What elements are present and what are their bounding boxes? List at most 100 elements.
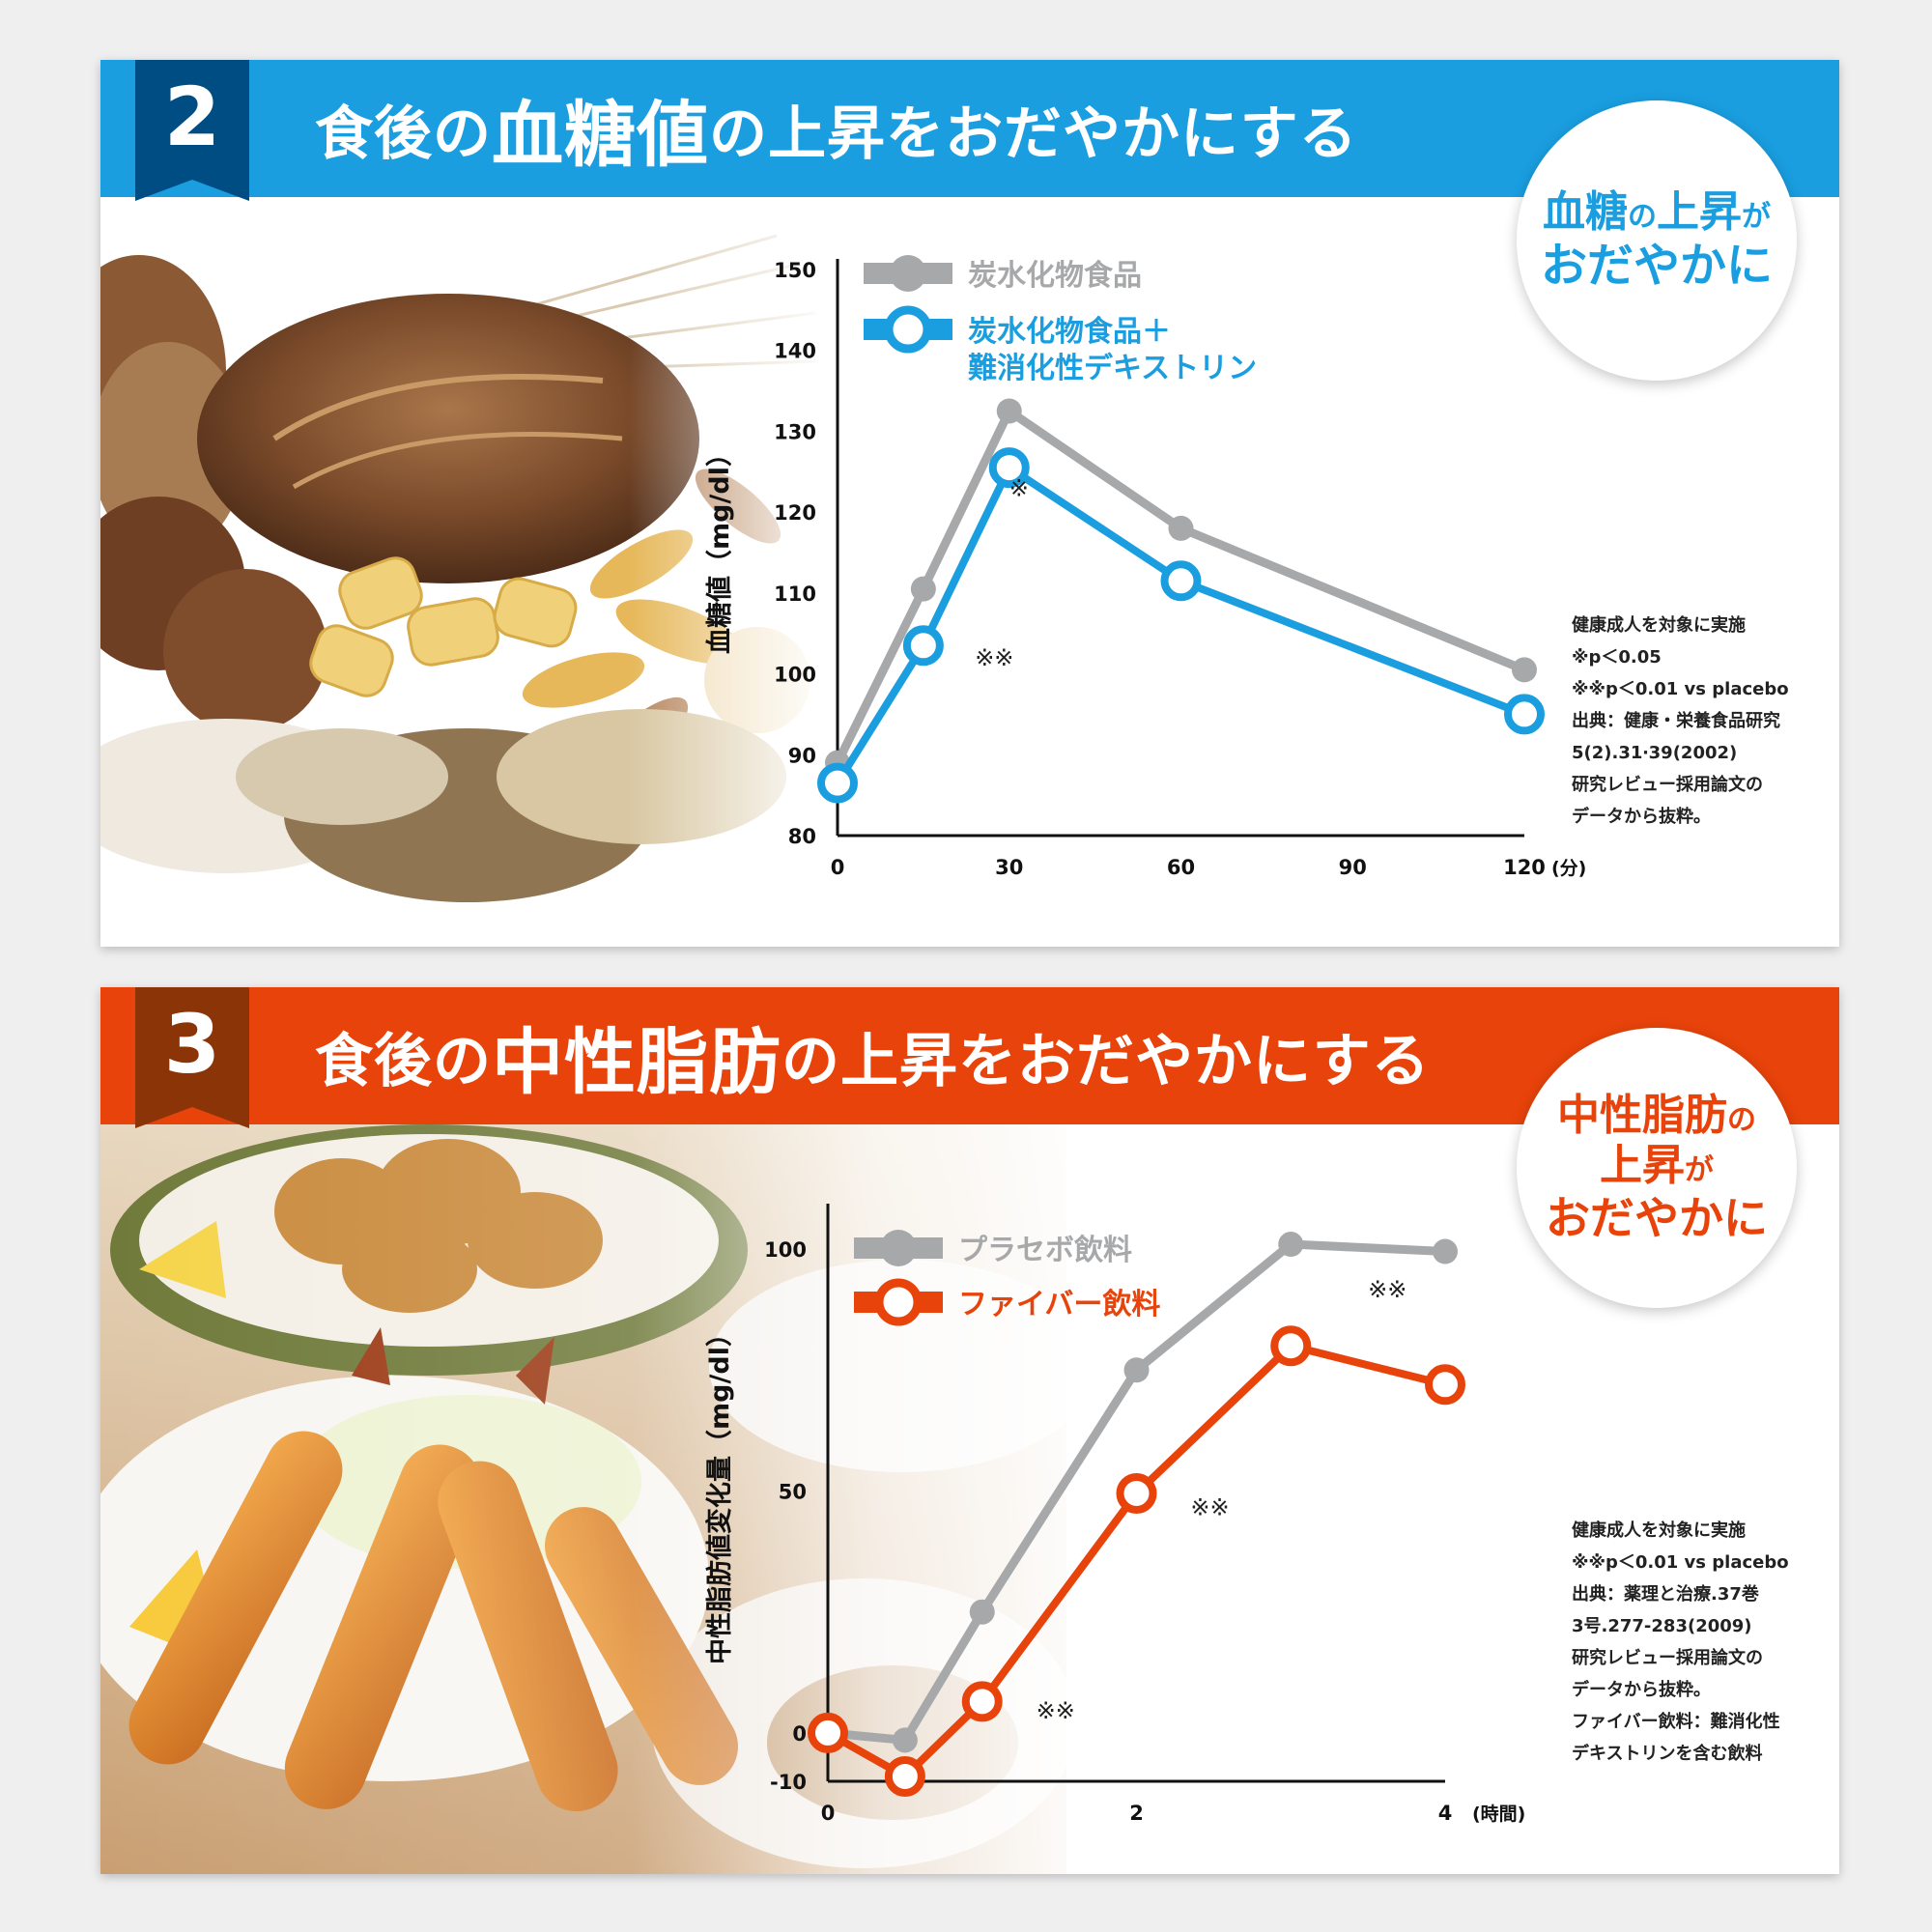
study-notes: 健康成人を対象に実施 ※※p＜0.01 vs placebo 出典：薬理と治療.… (1572, 1515, 1789, 1770)
section-number-badge: 3 (135, 987, 249, 1128)
data-point (1168, 515, 1194, 541)
note-line: 研究レビュー採用論文の (1572, 775, 1763, 795)
triglyceride-panel: -10 0 50 100 0 2 4 (時間) 中性脂肪値変化量（mg/dl） プラセボ飲料 ファイ… (100, 987, 1839, 1874)
summary-line-2: おだやかに (1540, 238, 1773, 293)
series-line (827, 1239, 1446, 1745)
y-tick-label: 100 (774, 664, 816, 687)
data-point (1433, 1238, 1458, 1264)
study-notes: 健康成人を対象に実施 ※p＜0.05 ※※p＜0.01 vs placebo 出… (1572, 610, 1789, 833)
summary-line-1: 血糖の上昇が (1543, 186, 1771, 237)
blood-sugar-panel: 80 90 100 110 120 130 140 150 0 30 60 90 120 (分) 血糖値（m… (100, 60, 1839, 947)
note-line: 健康成人を対象に実施 (1572, 1520, 1746, 1541)
note-line: ※p＜0.05 (1572, 647, 1662, 668)
y-tick-label: 110 (774, 582, 816, 606)
significance-mark: ※※ (1190, 1494, 1229, 1521)
x-tick-label: 120 (1503, 856, 1546, 879)
note-line: 研究レビュー採用論文の (1572, 1648, 1763, 1668)
data-point (1123, 1357, 1150, 1383)
legend-marker (890, 255, 926, 292)
data-point (1270, 1325, 1312, 1367)
section-number-badge: 2 (135, 60, 249, 201)
title-highlight: 血糖値 (492, 93, 709, 177)
section-number: 2 (163, 70, 221, 164)
note-line: 5(2).31‧39(2002) (1572, 743, 1738, 763)
summary-line-3: おだやかに (1546, 1192, 1768, 1245)
summary-line-2: 上昇が (1600, 1141, 1714, 1191)
legend-marker (874, 1278, 923, 1326)
title-prefix: 食後の (315, 99, 492, 168)
x-tick-label: 60 (1167, 856, 1195, 879)
title-prefix: 食後の (315, 1027, 492, 1095)
significance-mark: ※※ (975, 644, 1013, 671)
legend-marker (880, 1230, 917, 1266)
data-point (892, 1727, 918, 1753)
legend-label: プラセボ飲料 (958, 1234, 1132, 1267)
note-line: 健康成人を対象に実施 (1572, 615, 1746, 636)
note-line: ファイバー飲料：難消化性 (1572, 1712, 1780, 1732)
y-tick-label: 130 (774, 420, 816, 443)
y-tick-label: 90 (788, 744, 816, 767)
data-point (910, 576, 936, 602)
data-point (1512, 657, 1537, 683)
triglyceride-chart: -10 0 50 100 0 2 4 (時間) 中性脂肪値変化量（mg/dl） プラセボ飲料ファイ… (704, 1204, 1525, 1825)
data-point (817, 762, 858, 804)
note-line: 出典：薬理と治療.37巻 (1572, 1584, 1759, 1605)
x-tick-label: 0 (821, 1802, 836, 1825)
y-tick-label: -10 (770, 1771, 807, 1794)
data-point (884, 1755, 925, 1797)
data-point (988, 447, 1030, 489)
y-tick-label: 120 (774, 501, 816, 525)
title-suffix: の上昇をおだやかにする (781, 1027, 1431, 1095)
y-axis-label: 中性脂肪値変化量（mg/dl） (704, 1321, 735, 1664)
data-point (808, 1712, 848, 1753)
legend-marker (884, 305, 932, 354)
data-point (1425, 1364, 1465, 1406)
summary-circle: 血糖の上昇が おだやかに (1517, 100, 1797, 381)
banner-title: 食後の 血糖値 の上昇をおだやかにする (315, 60, 1358, 197)
summary-line-1: 中性脂肪の (1557, 1090, 1756, 1140)
data-point (902, 625, 944, 667)
data-point (1504, 694, 1545, 735)
note-line: デキストリンを含む飲料 (1572, 1744, 1763, 1764)
note-line: ※※p＜0.01 vs placebo (1572, 1552, 1789, 1573)
note-line: ※※p＜0.01 vs placebo (1572, 679, 1789, 699)
data-point (1160, 560, 1202, 602)
banner-title: 食後の 中性脂肪 の上昇をおだやかにする (315, 987, 1431, 1124)
x-unit-label: (分) (1551, 858, 1586, 879)
x-tick-label: 0 (831, 856, 845, 879)
x-tick-label: 30 (995, 856, 1023, 879)
legend-label: 炭水化物食品＋ (968, 315, 1171, 349)
significance-mark: ※ (1009, 474, 1029, 501)
x-unit-label: (時間) (1472, 1804, 1525, 1825)
data-point (1116, 1472, 1157, 1514)
y-tick-label: 0 (792, 1722, 807, 1746)
data-point (1278, 1232, 1304, 1258)
section-number: 3 (163, 997, 221, 1092)
data-point (961, 1681, 1003, 1722)
x-tick-label: 4 (1438, 1802, 1453, 1825)
title-suffix: の上昇をおだやかにする (709, 99, 1358, 168)
y-tick-label: 50 (779, 1480, 807, 1503)
y-tick-label: 100 (764, 1238, 807, 1262)
y-tick-label: 140 (774, 340, 816, 363)
y-tick-label: 150 (774, 259, 816, 282)
carbohydrate-food-image (100, 197, 835, 947)
legend-label: ファイバー飲料 (958, 1288, 1160, 1321)
summary-circle: 中性脂肪の 上昇が おだやかに (1517, 1028, 1797, 1308)
title-highlight: 中性脂肪 (492, 1020, 781, 1104)
legend-label: 炭水化物食品 (968, 259, 1142, 293)
note-line: データから抜粋。 (1572, 807, 1711, 827)
data-point (969, 1599, 995, 1625)
data-point (996, 398, 1022, 424)
x-tick-label: 90 (1339, 856, 1367, 879)
significance-mark: ※※ (1037, 1697, 1075, 1724)
note-line: データから抜粋。 (1572, 1680, 1711, 1700)
y-tick-label: 80 (788, 825, 816, 848)
significance-mark: ※※ (1368, 1276, 1406, 1303)
note-line: 出典：健康・栄養食品研究 (1572, 711, 1780, 731)
y-axis-label: 血糖値（mg/dl） (704, 440, 735, 654)
note-line: 3号.277-283(2009) (1572, 1616, 1752, 1636)
x-tick-label: 2 (1129, 1802, 1144, 1825)
legend-label: 難消化性デキストリン (968, 352, 1257, 385)
